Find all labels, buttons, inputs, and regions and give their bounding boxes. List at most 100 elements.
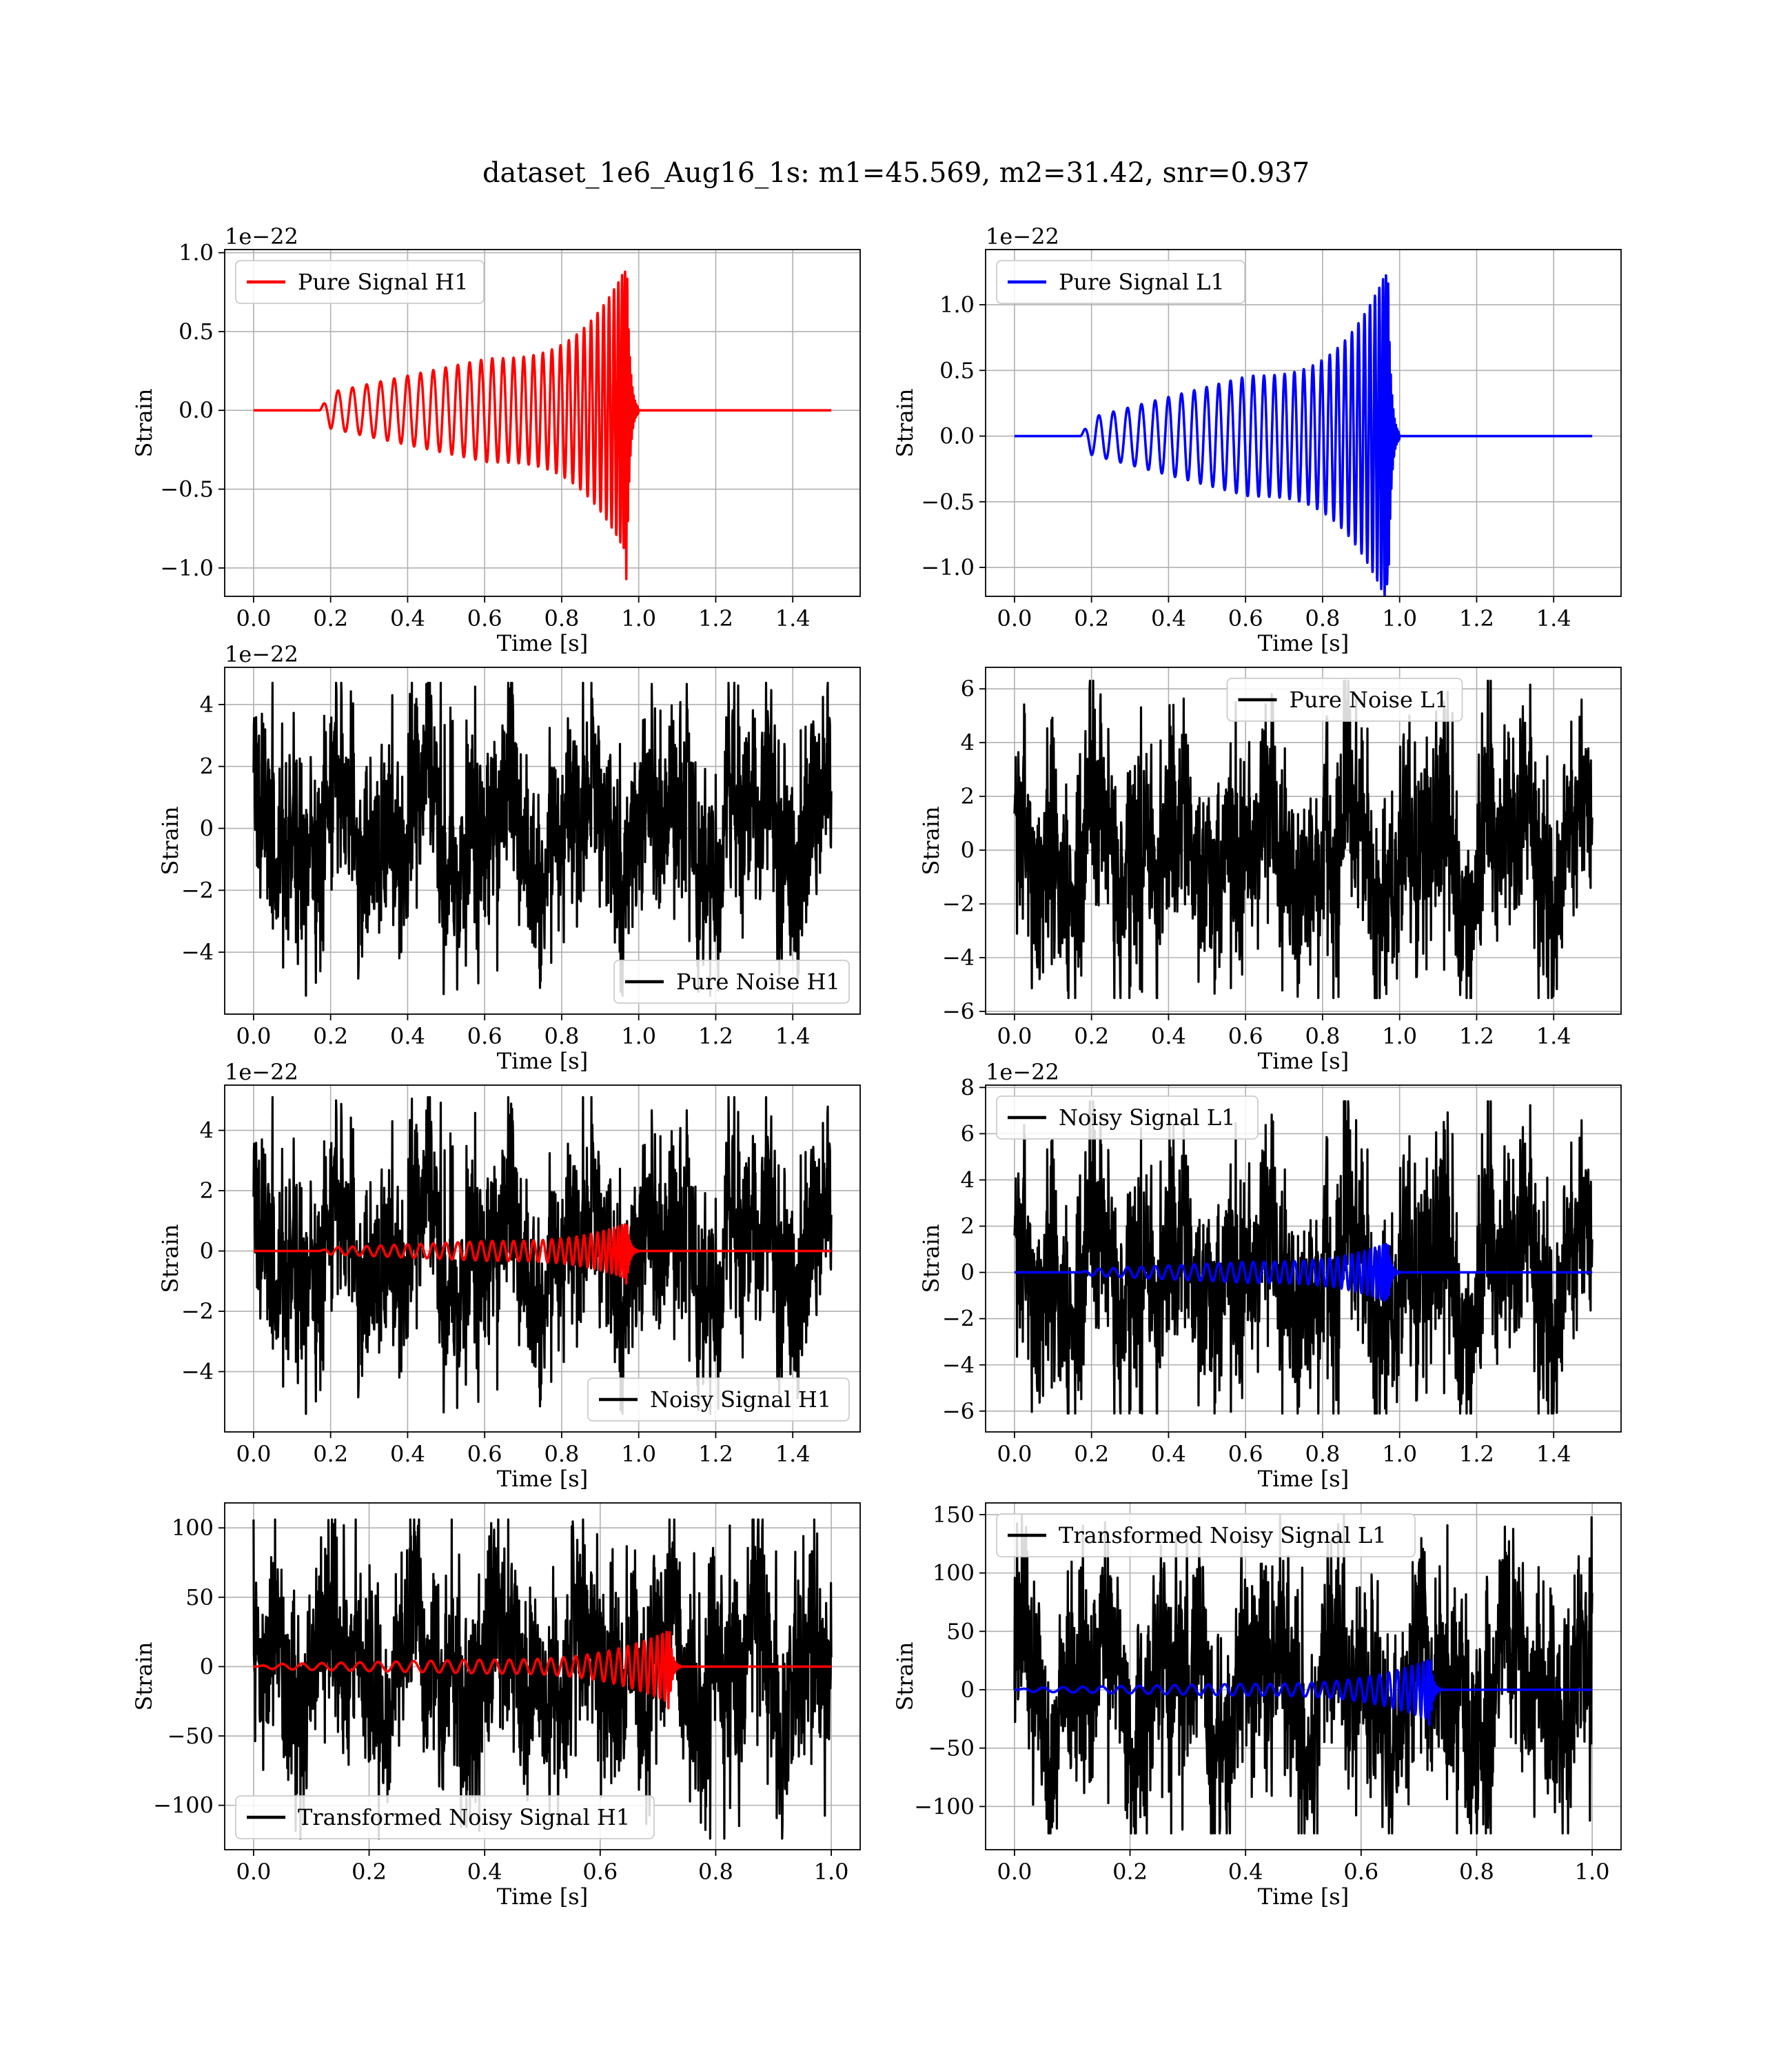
y-axis-label: Strain: [131, 389, 157, 458]
y-tick-label: 150: [933, 1502, 975, 1528]
x-tick-label: 0.2: [352, 1859, 387, 1885]
y-tick-label: 1.0: [939, 292, 975, 318]
subplot-transformed-noisy-signal-h1: 0.0 0.2 0.4 0.6 0.8 1.0 −100 −50 0 50 100 Time [s] S…: [131, 1502, 861, 1910]
y-tick-label: −2: [942, 891, 975, 917]
y-axis-label: Strain: [892, 389, 918, 458]
y-tick-label: 100: [172, 1515, 214, 1541]
x-axis-label: Time [s]: [497, 1466, 588, 1492]
x-tick-label: 1.2: [1459, 605, 1494, 632]
legend-box: [613, 960, 850, 1004]
y-axis-label: Strain: [157, 807, 183, 876]
x-tick-label: 0.4: [1228, 1859, 1263, 1885]
y-tick-label: −0.5: [921, 489, 975, 515]
y-tick-label: 0: [961, 837, 975, 863]
x-tick-label: 0.0: [997, 1023, 1032, 1049]
y-tick-label: −2: [181, 1298, 214, 1324]
x-tick-label: 1.2: [1459, 1023, 1494, 1049]
x-axis-label: Time [s]: [1258, 1048, 1349, 1074]
legend-label: Pure Signal H1: [298, 269, 469, 295]
y-tick-label: 0.0: [939, 423, 975, 449]
plot-area: [1013, 1513, 1594, 1835]
x-tick-label: 0.2: [313, 1441, 348, 1467]
offset-text: 1e−22: [225, 641, 298, 667]
x-tick-label: 0.4: [467, 1859, 502, 1885]
x-tick-label: 0.4: [1151, 1441, 1186, 1467]
x-tick-label: 0.8: [1459, 1859, 1494, 1885]
x-tick-label: 0.0: [997, 1859, 1032, 1885]
y-axis-label: Strain: [157, 1224, 183, 1293]
x-tick-label: 1.4: [1536, 1441, 1571, 1467]
x-tick-label: 0.6: [1228, 1441, 1263, 1467]
offset-text: 1e−22: [986, 1059, 1059, 1085]
legend-box: [587, 1377, 850, 1422]
x-tick-label: 0.6: [467, 605, 502, 632]
y-tick-label: −0.5: [160, 476, 214, 503]
subplot-pure-signal-h1: 0.0 0.2 0.4 0.6 0.8 1.0 1.2 1.4 −1.0 −0.5 0.0 0.5 1.…: [131, 223, 861, 656]
y-tick-label: 0: [200, 816, 214, 842]
x-tick-label: 1.2: [698, 1441, 733, 1467]
plot-area: [252, 1518, 833, 1840]
subplot-transformed-noisy-signal-l1: 0.0 0.2 0.4 0.6 0.8 1.0 −100 −50 0 50 100 150 Time […: [892, 1502, 1622, 1910]
x-tick-label: 1.0: [621, 1023, 656, 1049]
y-tick-label: 6: [961, 676, 975, 702]
y-tick-label: −6: [942, 998, 975, 1024]
x-tick-label: 1.0: [621, 1441, 656, 1467]
axes-frame: [224, 1502, 861, 1850]
y-tick-label: 2: [200, 754, 214, 780]
legend-box: [1226, 678, 1463, 722]
legend-box: [996, 260, 1245, 304]
y-tick-label: −100: [914, 1793, 975, 1819]
x-tick-label: 1.0: [1382, 1441, 1417, 1467]
x-tick-label: 1.4: [1536, 1023, 1571, 1049]
y-axis-label: Strain: [131, 1642, 157, 1711]
x-tick-label: 0.2: [1074, 605, 1109, 632]
y-tick-label: 0: [200, 1653, 214, 1679]
y-tick-label: −2: [942, 1306, 975, 1332]
legend-label: Noisy Signal L1: [1059, 1104, 1236, 1131]
y-tick-label: 50: [946, 1618, 975, 1644]
x-tick-label: 0.6: [1228, 1023, 1263, 1049]
y-tick-label: −100: [153, 1792, 214, 1819]
y-tick-label: 4: [200, 1118, 214, 1144]
x-tick-label: 0.2: [313, 605, 348, 632]
y-tick-label: −4: [942, 1352, 975, 1378]
y-tick-label: 0.0: [179, 397, 214, 423]
y-tick-label: −4: [942, 944, 975, 971]
legend: Pure Signal H1: [235, 260, 485, 304]
x-tick-label: 1.2: [698, 605, 733, 632]
x-tick-label: 0.8: [544, 1023, 579, 1049]
x-tick-label: 0.8: [1305, 605, 1340, 632]
y-tick-label: −50: [928, 1735, 975, 1761]
x-tick-label: 1.4: [1536, 605, 1571, 632]
series-line-chirp-overlay: [252, 1223, 833, 1285]
legend: Pure Noise L1: [1226, 678, 1463, 722]
x-tick-label: 0.0: [236, 1441, 271, 1467]
legend-label: Pure Signal L1: [1059, 269, 1225, 295]
legend: Pure Noise H1: [613, 960, 850, 1004]
y-tick-label: −4: [181, 939, 214, 965]
axes-frame: [224, 249, 861, 597]
x-tick-label: 0.4: [1151, 1023, 1186, 1049]
y-tick-label: 2: [961, 783, 975, 809]
y-tick-label: 4: [961, 1166, 975, 1193]
x-axis-label: Time [s]: [1258, 630, 1349, 656]
x-tick-label: 0.2: [1112, 1859, 1148, 1885]
legend-box: [996, 1095, 1259, 1140]
x-tick-label: 0.8: [544, 1441, 579, 1467]
plot-area: [252, 681, 833, 997]
series-line-chirp-overlay: [252, 1630, 833, 1710]
series-line-pure-noise-h1: [252, 681, 833, 997]
x-tick-label: 1.4: [775, 605, 811, 632]
offset-text: 1e−22: [225, 223, 298, 250]
y-tick-label: 100: [933, 1560, 975, 1586]
y-tick-label: 2: [200, 1178, 214, 1204]
plot-area: [1013, 274, 1594, 596]
x-tick-label: 0.8: [1305, 1023, 1340, 1049]
legend-box: [235, 1795, 655, 1839]
legend: Transformed Noisy Signal L1: [996, 1513, 1416, 1557]
x-tick-label: 1.2: [698, 1023, 733, 1049]
x-axis-label: Time [s]: [497, 630, 588, 656]
series-line-noisy-signal-h1: [252, 1095, 833, 1415]
x-tick-label: 0.0: [997, 605, 1032, 632]
